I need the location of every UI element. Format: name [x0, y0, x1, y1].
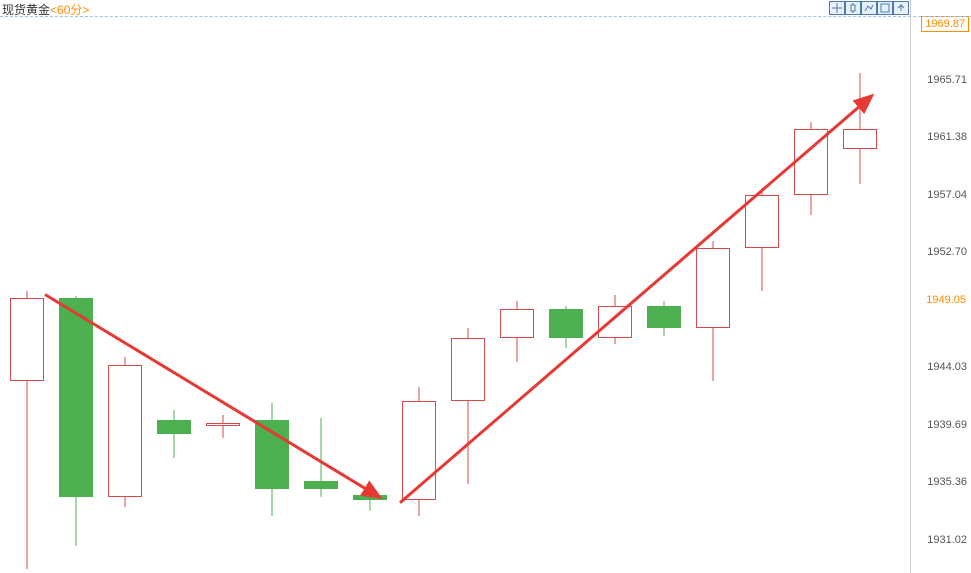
candlestick-chart: 现货黄金<60分> 1970.051965.711961.381957.0419…: [0, 0, 971, 573]
candle-body: [500, 309, 534, 338]
candle-body: [794, 129, 828, 195]
candle-body: [598, 306, 632, 338]
candle: [598, 16, 632, 573]
y-axis-highlight: 1949.05: [923, 293, 969, 307]
candle: [10, 16, 44, 573]
candle-body: [745, 195, 779, 248]
candle-body: [10, 298, 44, 380]
candle: [157, 16, 191, 573]
candle-body: [108, 365, 142, 498]
candle: [108, 16, 142, 573]
chart-toolbar: [829, 1, 909, 15]
export-icon[interactable]: [893, 1, 909, 15]
candle-body: [157, 420, 191, 433]
fullscreen-icon[interactable]: [877, 1, 893, 15]
candle-wick: [174, 410, 175, 458]
candle: [647, 16, 681, 573]
candle-body: [304, 481, 338, 489]
candle: [843, 16, 877, 573]
candle-body: [647, 306, 681, 327]
y-axis-tick: 1939.69: [927, 419, 967, 431]
candle: [206, 16, 240, 573]
candle-body: [206, 423, 240, 426]
candle: [402, 16, 436, 573]
chart-timeframe: <60分>: [50, 3, 89, 17]
instrument-name: 现货黄金: [2, 3, 50, 17]
candle: [549, 16, 583, 573]
y-axis-tick: 1965.71: [927, 74, 967, 86]
candle: [794, 16, 828, 573]
candle: [696, 16, 730, 573]
y-axis: 1970.051965.711961.381957.041952.701944.…: [910, 0, 971, 573]
candle: [59, 16, 93, 573]
candle: [451, 16, 485, 573]
candle: [500, 16, 534, 573]
candle-body: [843, 129, 877, 149]
y-axis-tick: 1952.70: [927, 246, 967, 258]
candle: [255, 16, 289, 573]
y-axis-tick: 1935.36: [927, 476, 967, 488]
candle-body: [451, 338, 485, 400]
plot-area[interactable]: [0, 16, 911, 573]
candle-body: [696, 248, 730, 328]
candle: [353, 16, 387, 573]
y-axis-highlight: 1969.87: [921, 16, 969, 32]
candle-body: [255, 420, 289, 489]
candle: [304, 16, 338, 573]
candle-body: [59, 298, 93, 497]
candle: [745, 16, 779, 573]
candle-body: [402, 401, 436, 500]
y-axis-tick: 1931.02: [927, 534, 967, 546]
chart-title-bar: 现货黄金<60分>: [0, 0, 971, 17]
candle-wick: [223, 415, 224, 438]
candle-icon[interactable]: [845, 1, 861, 15]
crosshair-icon[interactable]: [829, 1, 845, 15]
indicator-icon[interactable]: [861, 1, 877, 15]
candle-body: [353, 495, 387, 500]
y-axis-tick: 1944.03: [927, 361, 967, 373]
chart-title: 现货黄金<60分>: [2, 1, 89, 18]
y-axis-tick: 1957.04: [927, 189, 967, 201]
candle-body: [549, 309, 583, 338]
y-axis-tick: 1961.38: [927, 131, 967, 143]
